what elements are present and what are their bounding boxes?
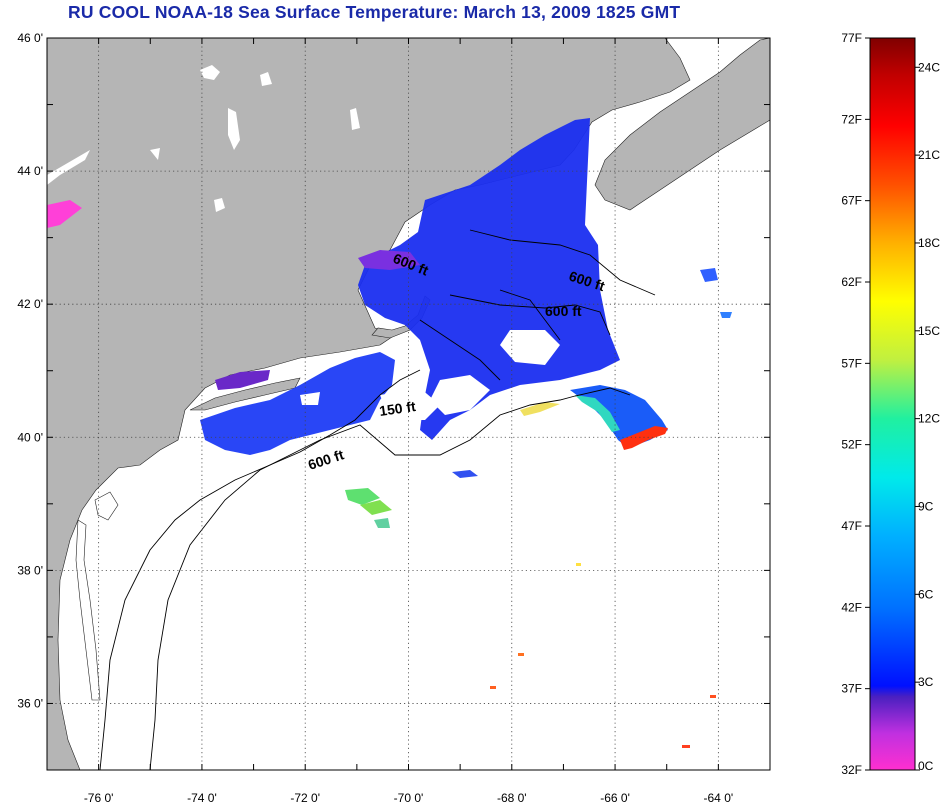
colorbar-f-label: 47F: [841, 519, 862, 533]
lon-tick-label: -74 0': [187, 791, 217, 805]
inland-lake: [260, 72, 272, 86]
lat-tick-label: 44 0': [17, 164, 43, 178]
sst-patch-green: [374, 518, 390, 528]
sst-warm-front: [620, 426, 668, 450]
sst-speck: [490, 686, 496, 689]
sst-speck: [576, 563, 581, 566]
lat-tick-label: 42 0': [17, 297, 43, 311]
inland-lake: [150, 148, 160, 160]
sst-speck: [710, 695, 716, 698]
cloud-gap: [500, 330, 560, 365]
sst-cold-pink: [47, 200, 82, 228]
sst-cold-long-island-sound: [215, 370, 270, 390]
colorbar-f-label: 62F: [841, 275, 862, 289]
sst-southern-shelf: [200, 352, 395, 455]
inland-lake: [200, 65, 220, 80]
colorbar-f-label: 72F: [841, 112, 862, 126]
lat-tick-label: 38 0': [17, 563, 43, 577]
land-nova-scotia: [594, 38, 770, 211]
colorbar-c-label: 24C: [918, 60, 940, 74]
lon-tick-label: -72 0': [290, 791, 320, 805]
sst-patch-blue: [452, 470, 478, 478]
sst-cold-purple: [358, 250, 420, 270]
chesapeake-bay: [75, 519, 101, 701]
sst-speck: [682, 745, 690, 748]
sst-patch-blue: [720, 312, 732, 318]
lon-tick-label: -64 0': [704, 791, 734, 805]
sst-patch-green: [360, 500, 392, 515]
sst-patch-green: [345, 488, 380, 505]
colorbar-f-label: 32F: [841, 763, 862, 777]
inland-lake: [47, 150, 90, 185]
lat-tick-label: 40 0': [17, 430, 43, 444]
inland-lake: [350, 108, 360, 130]
land-mainland: [47, 38, 691, 770]
sst-speck: [518, 653, 524, 656]
colorbar-f-label: 42F: [841, 600, 862, 614]
colorbar-c-label: 21C: [918, 148, 940, 162]
sst-gulf-of-maine: [358, 118, 620, 440]
colorbar-f-label: 37F: [841, 682, 862, 696]
sst-front-yellow: [520, 402, 560, 416]
lon-tick-label: -70 0': [394, 791, 424, 805]
cloud-gap: [380, 388, 440, 420]
lat-tick-label: 36 0': [17, 696, 43, 710]
colorbar-c-label: 18C: [918, 236, 940, 250]
colorbar-c-label: 0C: [918, 759, 934, 773]
bathymetry-600ft: [149, 387, 631, 770]
inland-lake: [228, 108, 240, 150]
sst-patch-blue: [700, 268, 718, 282]
colorbar-c-label: 12C: [918, 412, 940, 426]
colorbar-f-label: 52F: [841, 438, 862, 452]
lat-tick-label: 46 0': [17, 31, 43, 45]
colorbar-f-label: 67F: [841, 194, 862, 208]
colorbar-c-label: 15C: [918, 324, 940, 338]
lon-tick-label: -66 0': [600, 791, 630, 805]
colorbar-c-label: 9C: [918, 499, 934, 513]
lon-tick-label: -76 0': [84, 791, 114, 805]
contour-label: 150 ft: [378, 398, 417, 419]
colorbar-f-label: 57F: [841, 356, 862, 370]
cloud-gap: [430, 375, 490, 415]
bathymetry-inner: [419, 289, 561, 381]
sst-front-teal: [575, 395, 620, 432]
contour-label: 600 ft: [545, 303, 582, 319]
colorbar-c-label: 3C: [918, 675, 934, 689]
map-title: RU COOL NOAA-18 Sea Surface Temperature:…: [68, 2, 681, 22]
inland-lake: [214, 198, 225, 212]
bathymetry-150ft: [99, 369, 421, 770]
colorbar-f-label: 77F: [841, 31, 862, 45]
bathymetry-gom: [449, 229, 656, 336]
delaware-bay: [94, 491, 119, 521]
land-long-island: [189, 377, 301, 411]
lon-tick-label: -68 0': [497, 791, 527, 805]
colorbar-c-label: 6C: [918, 587, 934, 601]
colorbar: [869, 37, 916, 771]
